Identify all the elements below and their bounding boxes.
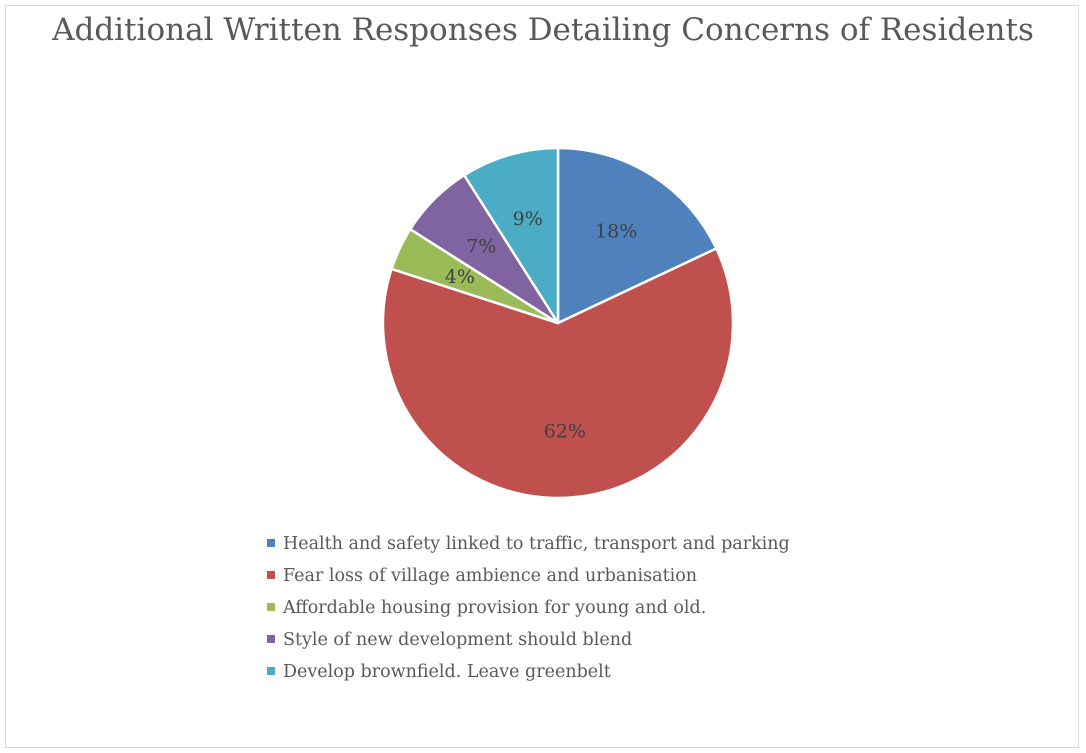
legend-item: Health and safety linked to traffic, tra… (267, 528, 790, 560)
legend-label: Health and safety linked to traffic, tra… (283, 534, 790, 554)
legend: Health and safety linked to traffic, tra… (267, 528, 790, 688)
legend-swatch (267, 539, 275, 547)
pie-slice-develop-brownfield-leave-greenbelt (462, 146, 560, 325)
legend-label: Affordable housing provision for young a… (283, 598, 707, 618)
legend-item: Style of new development should blend (267, 624, 790, 656)
data-label-health-and-safety-linked-to-traffic-transport-and-parking: 18% (595, 220, 637, 242)
data-label-develop-brownfield-leave-greenbelt: 9% (513, 208, 543, 230)
legend-swatch (267, 667, 275, 675)
legend-item: Fear loss of village ambience and urbani… (267, 560, 790, 592)
chart-title: Additional Written Responses Detailing C… (52, 12, 1034, 48)
data-label-affordable-housing-provision-for-young-and-old: 4% (445, 266, 475, 288)
data-label-fear-loss-of-village-ambience-and-urbanisation: 62% (544, 420, 586, 442)
legend-label: Fear loss of village ambience and urbani… (283, 566, 698, 586)
pie-slice-health-and-safety-linked-to-traffic-transport-and-parking (556, 146, 718, 325)
legend-swatch (267, 603, 275, 611)
legend-swatch (267, 635, 275, 643)
legend-swatch (267, 571, 275, 579)
data-label-style-of-new-development-should-blend: 7% (466, 235, 496, 257)
legend-item: Affordable housing provision for young a… (267, 592, 790, 624)
legend-item: Develop brownfield. Leave greenbelt (267, 656, 790, 688)
legend-label: Develop brownfield. Leave greenbelt (283, 662, 611, 682)
pie-slice-fear-loss-of-village-ambience-and-urbanisation (381, 247, 735, 500)
legend-label: Style of new development should blend (283, 630, 633, 650)
